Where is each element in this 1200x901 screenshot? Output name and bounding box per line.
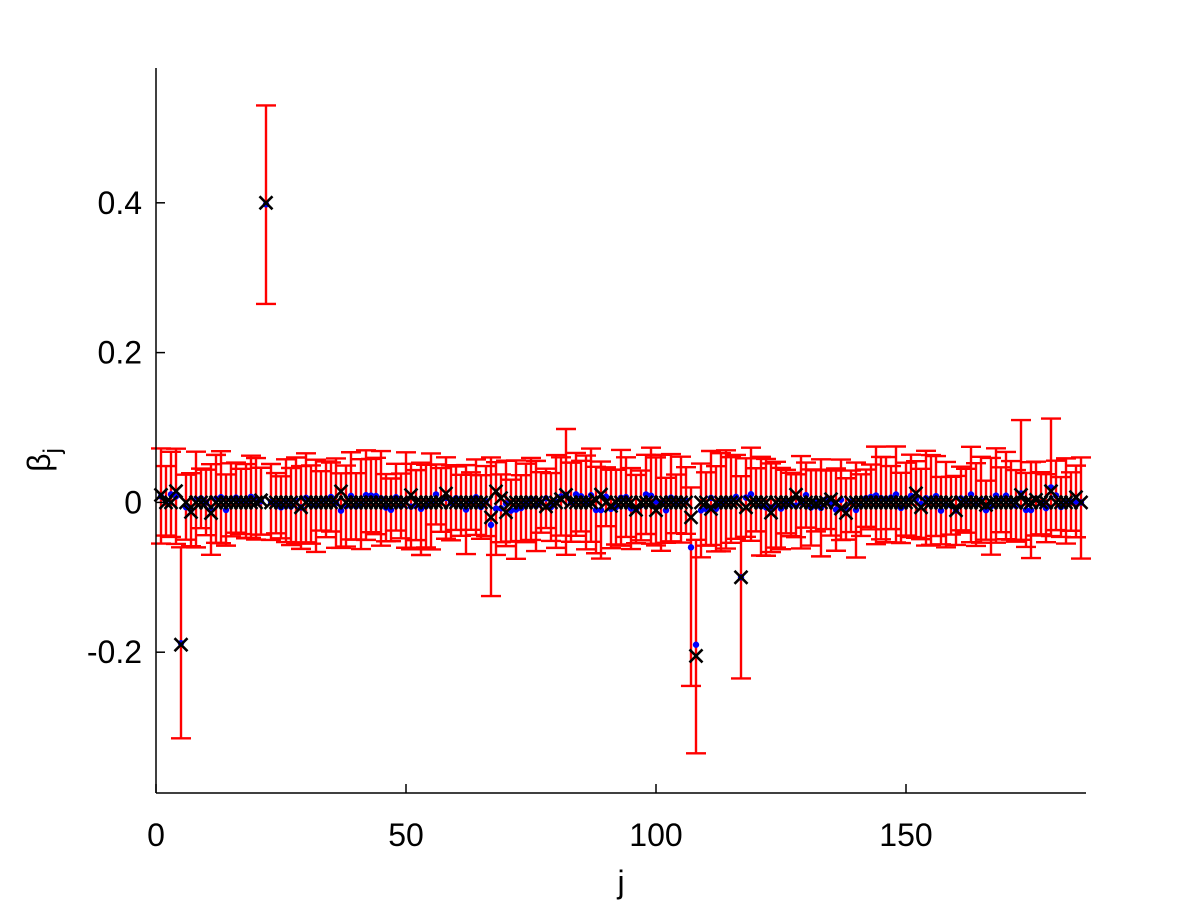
true-value-marker <box>693 494 709 510</box>
true-value-marker <box>778 494 794 510</box>
y-tick-label: 0 <box>124 484 142 520</box>
y-axis-label: βj <box>21 448 66 472</box>
estimate-point <box>692 641 700 648</box>
estimate-point <box>572 491 580 498</box>
estimate-point <box>937 507 945 514</box>
error-bar <box>681 486 701 688</box>
true-value-marker <box>813 494 829 510</box>
estimate-point <box>337 507 345 514</box>
true-value-marker <box>1013 487 1029 503</box>
true-value-marker <box>473 494 489 510</box>
ticks: 0 50 100 150 -0.2 0 0.2 0.4 <box>87 185 933 853</box>
true-value-marker <box>173 637 189 653</box>
plot-marks <box>151 104 1091 755</box>
true-value-marker <box>393 494 409 510</box>
true-value-marker <box>733 569 749 585</box>
x-axis-label: j <box>616 864 624 900</box>
error-bar <box>1071 456 1091 560</box>
estimate-point <box>487 521 495 529</box>
true-value-marker <box>483 509 499 525</box>
true-value-marker <box>558 487 574 503</box>
true-value-marker <box>618 494 634 510</box>
true-value-marker <box>728 494 744 510</box>
true-value-marker <box>938 494 954 510</box>
x-tick-label: 150 <box>879 817 932 853</box>
estimate-point <box>687 544 695 551</box>
true-value-marker <box>903 494 919 510</box>
y-tick-label: 0.4 <box>98 185 142 221</box>
true-value-marker <box>1058 494 1074 510</box>
y-tick-label: 0.2 <box>98 335 142 371</box>
true-value-marker <box>683 509 699 525</box>
true-value-marker <box>723 494 739 510</box>
true-value-marker <box>678 494 694 510</box>
true-value-marker <box>648 502 664 518</box>
true-value-marker <box>528 494 544 510</box>
x-tick-label: 100 <box>629 817 682 853</box>
true-value-marker <box>163 494 179 510</box>
true-value-marker <box>283 494 299 510</box>
estimate-point <box>492 505 500 512</box>
true-value-marker <box>1073 494 1089 510</box>
error-bar <box>1011 418 1031 542</box>
y-axis-label-sub: j <box>39 448 66 454</box>
estimate-point <box>747 491 755 498</box>
true-value-marker <box>258 195 274 211</box>
x-tick-label: 50 <box>388 817 424 853</box>
true-value-marker <box>788 487 804 503</box>
true-value-marker <box>638 494 654 510</box>
true-value-marker <box>403 487 419 503</box>
true-value-marker <box>673 494 689 510</box>
true-value-marker <box>543 494 559 510</box>
true-value-marker <box>628 502 644 518</box>
true-value-marker <box>1003 494 1019 510</box>
x-tick-label: 0 <box>147 817 165 853</box>
true-value-marker <box>688 648 704 664</box>
estimate-point <box>697 507 705 514</box>
true-value-marker <box>493 490 509 506</box>
axes <box>155 68 1086 794</box>
y-tick-label: -0.2 <box>87 634 142 670</box>
y-axis-label-main: β <box>21 453 57 471</box>
true-value-marker <box>948 502 964 518</box>
